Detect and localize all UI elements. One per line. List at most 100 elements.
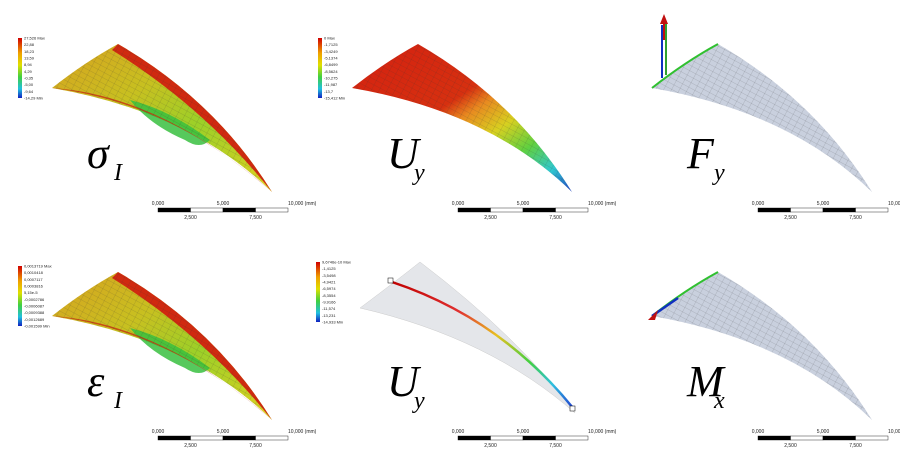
legend-label: -13,7	[324, 89, 334, 94]
scale-label: 7,500	[849, 443, 862, 449]
scale-bar	[855, 435, 889, 441]
legend-label: -5,00	[24, 82, 34, 87]
scale-label: 2,500	[784, 215, 797, 221]
scale-label: 10,000 (mm)	[888, 429, 900, 435]
scale-bar	[190, 435, 224, 441]
legend-label: 0,0013719 Max	[24, 264, 52, 269]
legend-label: -8,3554	[322, 293, 336, 298]
scale-bar	[457, 435, 491, 441]
scale-bar	[855, 207, 889, 213]
scale-bar	[555, 207, 589, 213]
legend-label: -15,412 Min	[324, 96, 345, 101]
legend-label: 0,0010418	[24, 270, 44, 275]
scale-label: 10,000 (mm)	[588, 429, 617, 435]
scale-bar	[822, 207, 856, 213]
legend-label: 0,0007117	[24, 277, 43, 282]
panel: Mx 0,000 5,000 10,000 (mm) 2,500 7,500	[648, 271, 900, 449]
scale-bar	[255, 435, 289, 441]
arrow-head	[648, 310, 658, 320]
legend-bar	[18, 38, 22, 98]
result-symbol: U	[387, 357, 422, 406]
scale-bar	[757, 435, 791, 441]
legend-label: -1,4125	[322, 266, 336, 271]
probe	[387, 277, 394, 284]
mesh	[652, 272, 872, 420]
result-subscript: y	[412, 388, 425, 414]
legend-label: 18,23	[24, 49, 35, 54]
legend-label: -9,64	[24, 89, 34, 94]
legend-label: -11,574	[322, 306, 336, 311]
legend-label: -13,231	[322, 313, 336, 318]
scale-bar	[457, 207, 491, 213]
result-subscript: y	[412, 160, 425, 186]
legend-label: 13,59	[24, 56, 35, 61]
legend-label: -11,987	[324, 82, 338, 87]
scale-bar	[522, 207, 556, 213]
scale-bar	[190, 207, 224, 213]
mesh	[652, 44, 872, 192]
legend-label: -0,0002786	[24, 297, 45, 302]
result-symbol: ε	[87, 357, 105, 406]
legend-bar	[18, 266, 22, 326]
legend-label: 8,94	[24, 62, 33, 67]
mesh	[52, 272, 272, 420]
legend-label: 27,526 Max	[24, 36, 45, 41]
scale-label: 7,500	[549, 215, 562, 221]
legend-label: -1,7125	[324, 42, 338, 47]
scale-label: 0,000	[452, 201, 465, 207]
scale-label: 2,500	[484, 215, 497, 221]
scale-label: 0,000	[752, 201, 765, 207]
result-path	[391, 280, 574, 409]
legend-label: -9,9166	[322, 300, 336, 305]
scale-label: 7,500	[549, 443, 562, 449]
legend-label: 9,6746e-10 Max	[322, 260, 351, 265]
scale-label: 2,500	[184, 443, 197, 449]
scale-label: 2,500	[784, 443, 797, 449]
scale-label: 7,500	[249, 215, 262, 221]
scale-label: 5,000	[517, 201, 530, 207]
scale-bar	[490, 207, 524, 213]
scale-bar	[255, 207, 289, 213]
result-subscript: I	[113, 160, 123, 186]
result-subscript: y	[712, 160, 725, 186]
legend-label: -14,933 Min	[322, 320, 343, 325]
legend-label: -0,0006087	[24, 304, 45, 309]
scale-label: 10,000 (mm)	[288, 201, 317, 207]
scale-bar	[157, 207, 191, 213]
legend-label: -10,275	[324, 76, 338, 81]
mesh	[52, 44, 272, 192]
scale-bar	[757, 207, 791, 213]
result-symbol: σ	[87, 129, 111, 178]
scale-label: 5,000	[217, 429, 230, 435]
legend-label: -4,9421	[322, 280, 336, 285]
result-subscript: x	[713, 388, 725, 414]
legend-label: -3,5498	[322, 273, 336, 278]
scale-label: 10,000 (mm)	[588, 201, 617, 207]
arrow-head	[660, 14, 668, 24]
legend-bar	[318, 38, 322, 98]
legend-label: 22,88	[24, 42, 35, 47]
scale-label: 2,500	[484, 443, 497, 449]
legend-label: -3,4249	[324, 49, 338, 54]
result-subscript: I	[113, 388, 123, 414]
result-symbol: F	[686, 129, 715, 178]
legend-label: 0,0003816	[24, 284, 44, 289]
panel: Fy 0,000 5,000 10,000 (mm) 2,500 7,500	[651, 14, 900, 221]
probe	[569, 405, 576, 412]
legend-label: -6,8499	[324, 62, 338, 67]
scale-bar	[222, 207, 256, 213]
scale-label: 0,000	[152, 201, 165, 207]
scale-bar	[157, 435, 191, 441]
legend-label: -8,5624	[324, 69, 338, 74]
scale-bar	[555, 435, 589, 441]
scale-bar	[522, 435, 556, 441]
support-edge	[651, 43, 719, 89]
scale-label: 0,000	[752, 429, 765, 435]
legend-label: -0,35	[24, 76, 34, 81]
legend-bar	[316, 262, 320, 322]
legend-label: -0,0012689	[24, 317, 45, 322]
legend-label: 5,15e-5	[24, 290, 38, 295]
